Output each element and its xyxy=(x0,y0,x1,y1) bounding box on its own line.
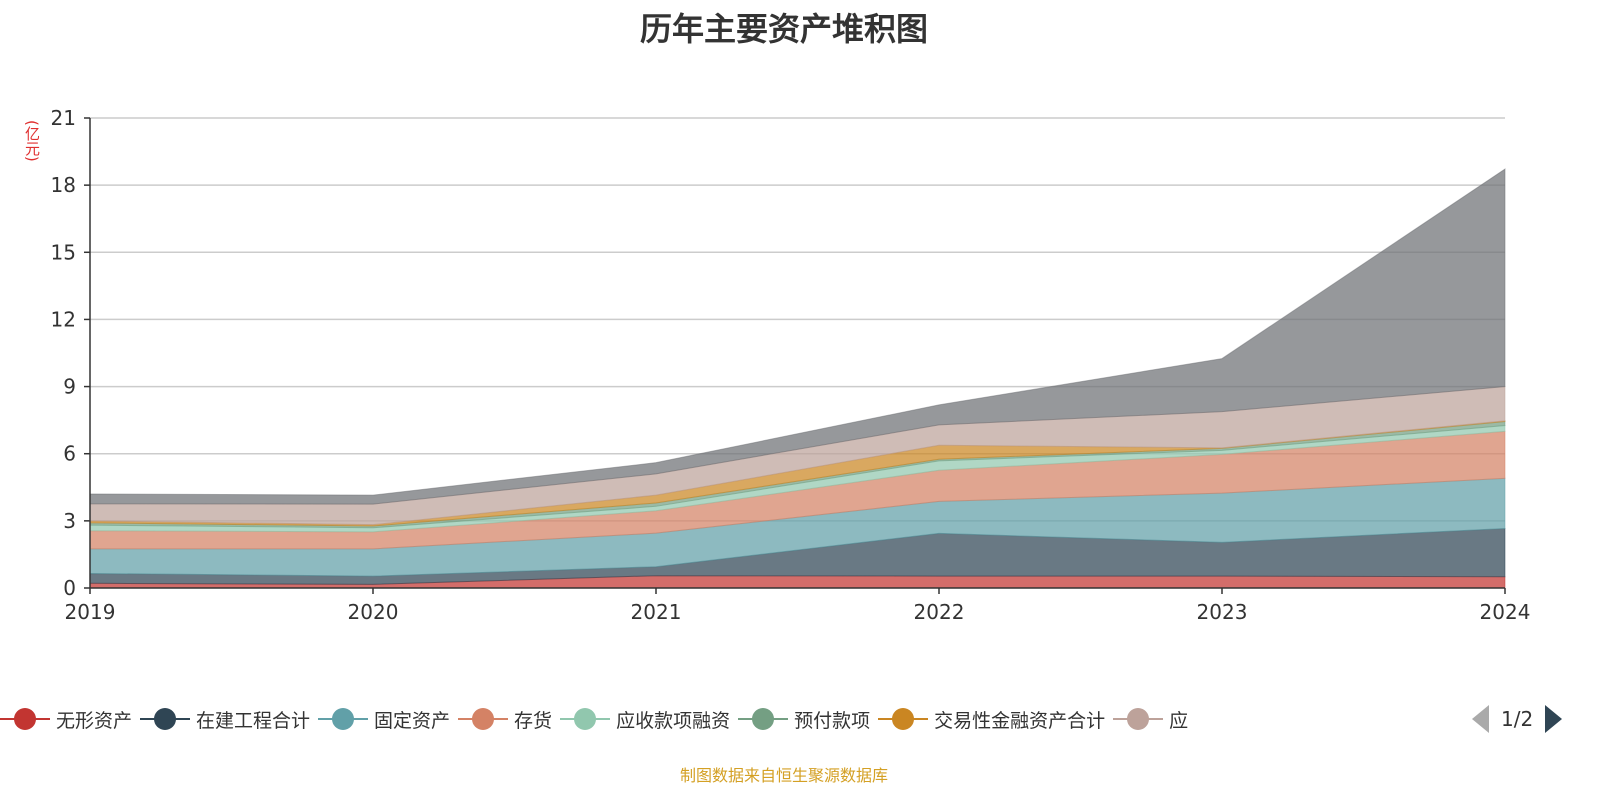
x-tick-label: 2020 xyxy=(348,600,399,624)
legend-marker-icon xyxy=(318,704,369,734)
legend-item[interactable]: 交易性金融资产合计 xyxy=(878,704,1105,734)
legend-item[interactable]: 在建工程合计 xyxy=(140,704,310,734)
legend-item[interactable]: 应收款项融资 xyxy=(560,704,730,734)
y-tick-label: 3 xyxy=(63,509,76,533)
legend-label: 应 xyxy=(1169,709,1189,732)
legend-item[interactable]: 无形资产 xyxy=(0,704,132,734)
legend-item[interactable]: 应 xyxy=(1113,704,1188,734)
y-tick-label: 0 xyxy=(63,576,76,600)
legend-marker-icon xyxy=(1113,704,1164,734)
legend-marker-icon xyxy=(738,704,789,734)
legend-label: 应收款项融资 xyxy=(616,709,731,732)
legend-item[interactable]: 预付款项 xyxy=(738,704,870,734)
legend-pager: 1/2 xyxy=(1472,704,1563,734)
y-axis-unit: (亿元) xyxy=(23,120,41,162)
y-tick-label: 9 xyxy=(63,375,76,399)
legend-label: 存货 xyxy=(514,709,553,732)
source-note: 制图数据来自恒生聚源数据库 xyxy=(679,766,888,785)
legend-marker-icon xyxy=(458,704,509,734)
y-tick-label: 18 xyxy=(51,173,76,197)
legend-marker-icon xyxy=(140,704,191,734)
x-tick-label: 2021 xyxy=(631,600,682,624)
legend-marker-icon xyxy=(560,704,611,734)
legend-marker-icon xyxy=(878,704,929,734)
x-tick-label: 2024 xyxy=(1480,600,1531,624)
legend-next-icon[interactable] xyxy=(1545,705,1563,733)
y-tick-label: 12 xyxy=(51,307,76,331)
legend-page-indicator: 1/2 xyxy=(1501,707,1534,731)
legend-label: 预付款项 xyxy=(794,709,871,732)
area-series-8 xyxy=(89,168,1506,505)
legend-item[interactable]: 固定资产 xyxy=(318,704,450,734)
legend-marker-icon xyxy=(0,704,50,734)
legend-label: 在建工程合计 xyxy=(196,709,311,732)
legend-label: 交易性金融资产合计 xyxy=(934,709,1106,732)
legend-label: 固定资产 xyxy=(374,709,451,732)
y-tick-label: 15 xyxy=(51,240,76,264)
y-tick-label: 21 xyxy=(51,106,76,130)
x-tick-label: 2019 xyxy=(65,600,116,624)
legend-label: 无形资产 xyxy=(56,709,133,732)
chart-title: 历年主要资产堆积图 xyxy=(639,10,928,48)
legend-prev-icon[interactable] xyxy=(1472,705,1489,733)
x-tick-label: 2022 xyxy=(914,600,965,624)
legend: 无形资产 在建工程合计 固定资产 存货 应收款项融资 预付款项 交易性金融资产合计 应 xyxy=(0,704,1468,734)
y-tick-label: 6 xyxy=(63,442,76,466)
x-tick-label: 2023 xyxy=(1197,600,1248,624)
legend-item[interactable]: 存货 xyxy=(458,704,552,734)
